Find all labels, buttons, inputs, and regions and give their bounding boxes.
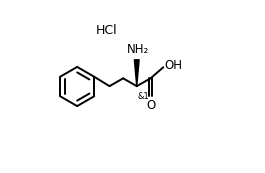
Text: OH: OH xyxy=(164,59,182,72)
Text: &1: &1 xyxy=(138,92,149,101)
Text: NH₂: NH₂ xyxy=(126,43,149,56)
Polygon shape xyxy=(134,60,139,86)
Text: O: O xyxy=(146,99,155,112)
Text: HCl: HCl xyxy=(96,24,118,37)
